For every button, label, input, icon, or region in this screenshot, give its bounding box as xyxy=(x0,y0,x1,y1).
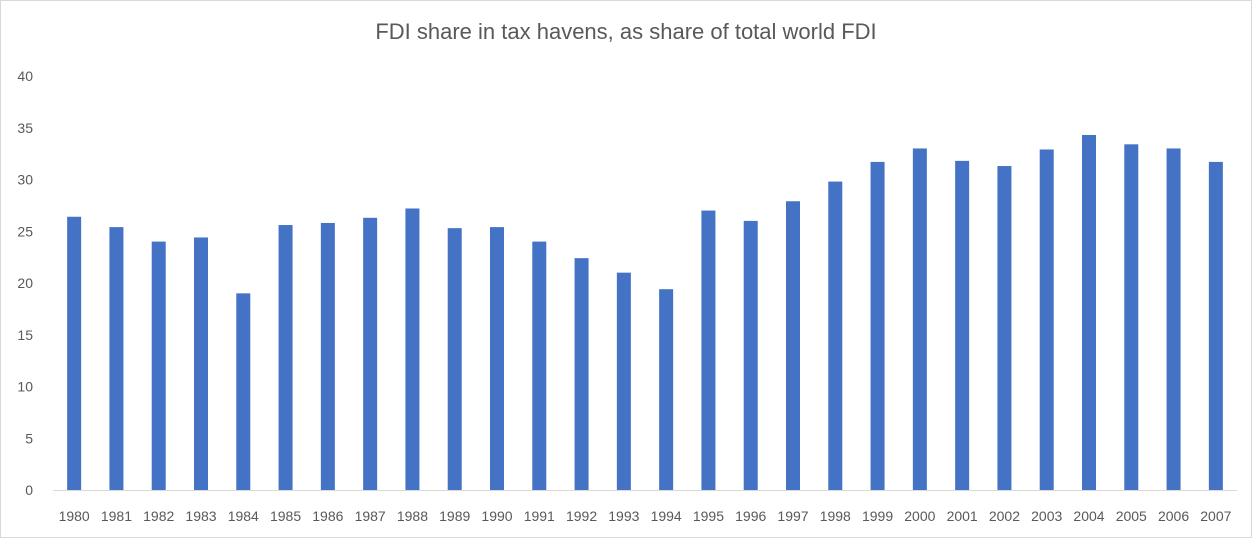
bar-1987 xyxy=(363,217,378,491)
bar-2005 xyxy=(1124,144,1139,490)
bar-1982 xyxy=(151,241,166,490)
x-tick-label: 2007 xyxy=(1200,508,1231,524)
x-tick-label: 1981 xyxy=(101,508,132,524)
x-tick-label: 1989 xyxy=(439,508,470,524)
x-tick-label: 1999 xyxy=(862,508,893,524)
bar-1981 xyxy=(109,227,124,491)
x-tick-label: 1996 xyxy=(735,508,766,524)
x-tick-label: 2006 xyxy=(1158,508,1189,524)
bars xyxy=(67,134,1223,491)
x-axis-ticks: 1980 1981 1982 1983 1984 1985 1986 1987 1988 1989… xyxy=(59,508,1232,524)
bar-1988 xyxy=(405,208,420,491)
bar-1995 xyxy=(701,210,716,491)
x-tick-label: 2002 xyxy=(989,508,1020,524)
x-tick-label: 2000 xyxy=(904,508,935,524)
bar-2001 xyxy=(955,160,970,490)
x-tick-label: 1998 xyxy=(820,508,851,524)
x-tick-label: 1991 xyxy=(524,508,555,524)
bar-2007 xyxy=(1208,161,1223,490)
bar-1980 xyxy=(67,216,82,490)
bar-2003 xyxy=(1039,149,1054,491)
bar-1983 xyxy=(194,237,208,490)
x-tick-label: 1984 xyxy=(228,508,259,524)
y-tick-label: 40 xyxy=(17,68,33,84)
bar-1996 xyxy=(743,220,758,490)
x-tick-label: 1983 xyxy=(185,508,216,524)
bar-2002 xyxy=(997,166,1012,491)
bar-1985 xyxy=(278,225,293,491)
bar-1994 xyxy=(659,289,674,490)
y-tick-label: 35 xyxy=(17,120,33,136)
x-tick-label: 1990 xyxy=(481,508,512,524)
bar-1986 xyxy=(320,222,335,490)
x-tick-label: 1987 xyxy=(355,508,386,524)
x-tick-label: 1993 xyxy=(608,508,639,524)
bar-1984 xyxy=(236,293,251,490)
x-tick-label: 1986 xyxy=(312,508,343,524)
y-tick-label: 25 xyxy=(17,223,33,239)
bar-2004 xyxy=(1082,134,1096,490)
y-tick-label: 0 xyxy=(25,482,33,498)
y-tick-label: 30 xyxy=(17,172,33,188)
x-tick-label: 2005 xyxy=(1116,508,1147,524)
x-tick-label: 1985 xyxy=(270,508,301,524)
x-tick-label: 2001 xyxy=(947,508,978,524)
x-tick-label: 1982 xyxy=(143,508,174,524)
bar-1999 xyxy=(870,161,885,490)
y-axis-ticks: 0 5 10 15 20 25 30 35 40 xyxy=(17,68,33,498)
chart-title: FDI share in tax havens, as share of tot… xyxy=(375,19,877,44)
bar-1991 xyxy=(532,241,547,490)
y-tick-label: 5 xyxy=(25,430,33,446)
x-tick-label: 2004 xyxy=(1073,508,1104,524)
y-tick-label: 10 xyxy=(17,379,33,395)
x-tick-label: 2003 xyxy=(1031,508,1062,524)
x-tick-label: 1995 xyxy=(693,508,724,524)
y-tick-label: 15 xyxy=(17,327,33,343)
bar-1993 xyxy=(616,272,631,490)
bar-1990 xyxy=(490,227,504,491)
bar-1998 xyxy=(828,181,843,490)
x-tick-label: 1988 xyxy=(397,508,428,524)
bar-1989 xyxy=(447,228,462,490)
bar-1997 xyxy=(786,201,800,491)
x-tick-label: 1992 xyxy=(566,508,597,524)
y-tick-label: 20 xyxy=(17,275,33,291)
bar-2000 xyxy=(912,148,927,490)
x-tick-label: 1980 xyxy=(59,508,90,524)
bar-1992 xyxy=(574,258,589,490)
x-tick-label: 1997 xyxy=(777,508,808,524)
bar-2006 xyxy=(1166,148,1181,490)
x-tick-label: 1994 xyxy=(651,508,682,524)
